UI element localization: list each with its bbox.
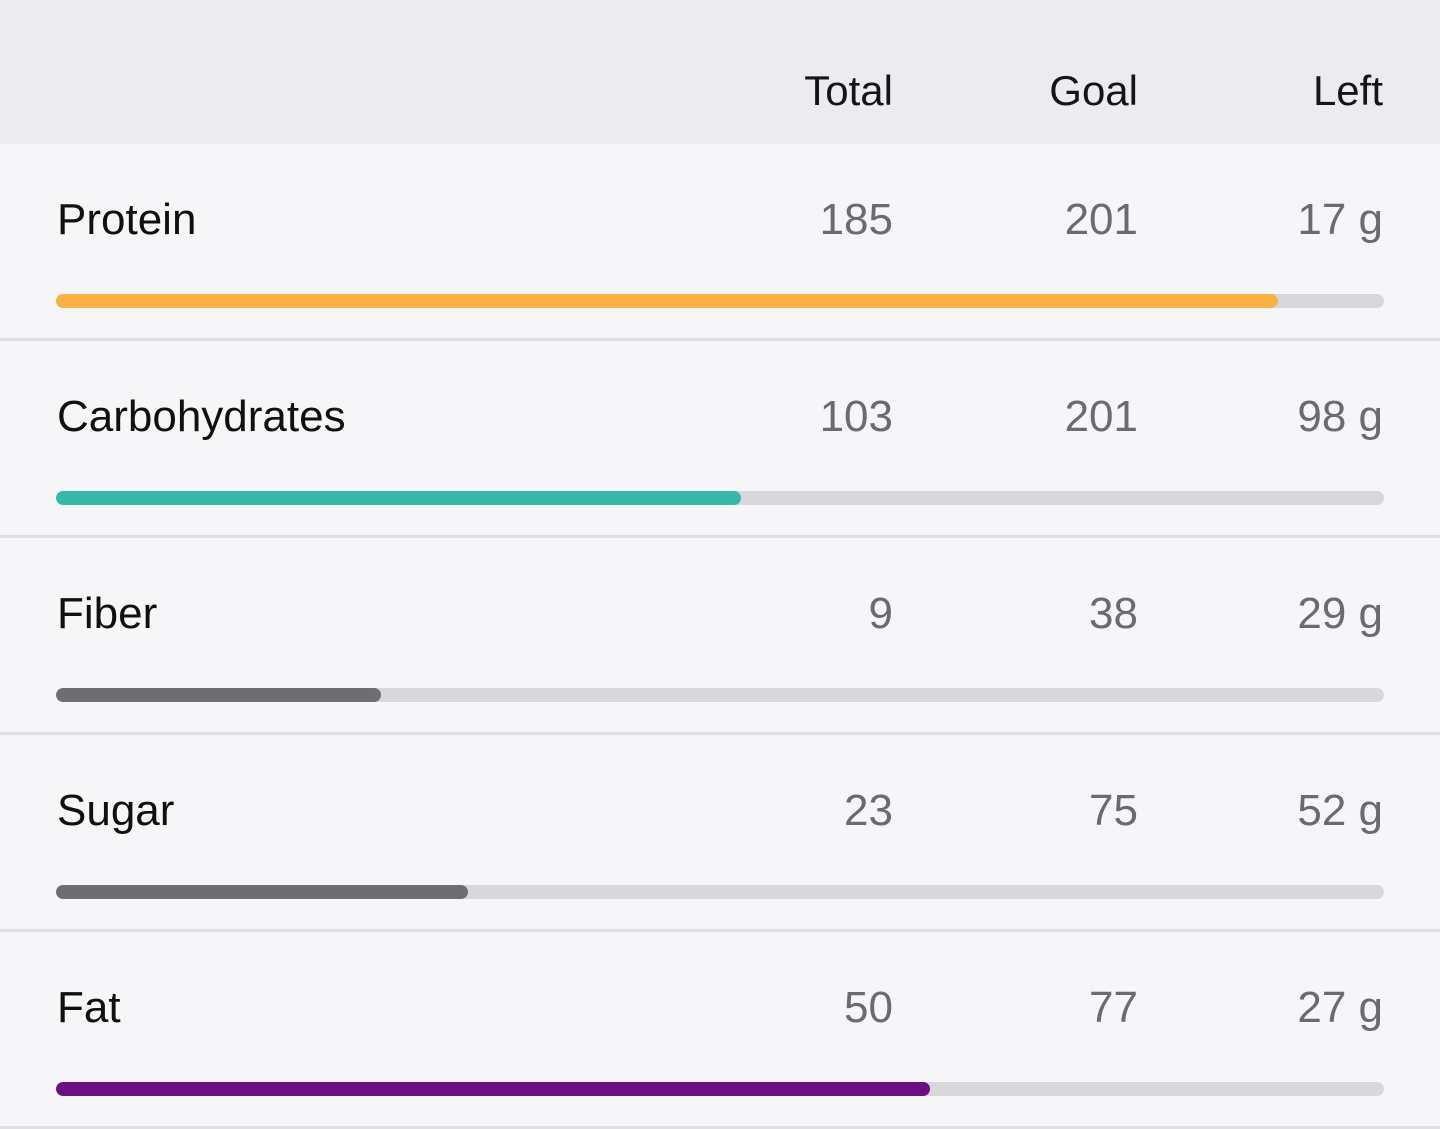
nutrient-left: 17 g (1297, 195, 1383, 244)
progress-track (56, 491, 1384, 505)
progress-fill (56, 688, 382, 702)
progress-track (56, 688, 1384, 702)
nutrient-row-sugar: Sugar 23 75 52 g (0, 735, 1440, 932)
nutrient-row-fiber: Fiber 9 38 29 g (0, 538, 1440, 735)
nutrient-total: 185 (819, 195, 893, 244)
progress-fill (56, 491, 742, 505)
nutrient-goal: 201 (1064, 195, 1138, 244)
nutrient-goal: 201 (1064, 392, 1138, 441)
nutrient-left: 27 g (1297, 983, 1383, 1032)
nutrient-goal: 77 (1089, 983, 1138, 1032)
nutrient-total: 103 (819, 392, 893, 441)
nutrient-goal: 75 (1089, 786, 1138, 835)
nutrient-name: Fiber (57, 589, 158, 638)
left-column-header: Left (1312, 67, 1383, 114)
nutrient-total: 9 (868, 589, 893, 638)
nutrient-name: Protein (57, 195, 197, 244)
nutrient-name: Fat (57, 983, 121, 1032)
total-column-header: Total (804, 67, 893, 114)
progress-fill (56, 885, 468, 899)
nutrient-row-fat: Fat 50 77 27 g (0, 932, 1440, 1129)
goal-column-header: Goal (1049, 67, 1138, 114)
progress-fill (56, 294, 1278, 308)
nutrient-total: 23 (844, 786, 893, 835)
progress-track (56, 885, 1384, 899)
nutrient-goal: 38 (1089, 589, 1138, 638)
progress-track (56, 1082, 1384, 1096)
nutrient-left: 29 g (1297, 589, 1383, 638)
progress-fill (56, 1082, 930, 1096)
nutrient-total: 50 (844, 983, 893, 1032)
nutrient-name: Sugar (57, 786, 175, 835)
progress-track (56, 294, 1384, 308)
nutrient-left: 52 g (1297, 786, 1383, 835)
nutrient-row-carbohydrates: Carbohydrates 103 201 98 g (0, 341, 1440, 538)
nutrition-table-header: Total Goal Left (0, 0, 1440, 144)
nutrient-name: Carbohydrates (57, 392, 346, 441)
nutrient-list: Protein 185 201 17 g Carbohydrates 103 2… (0, 144, 1440, 1129)
nutrient-left: 98 g (1297, 392, 1383, 441)
nutrient-row-protein: Protein 185 201 17 g (0, 144, 1440, 341)
